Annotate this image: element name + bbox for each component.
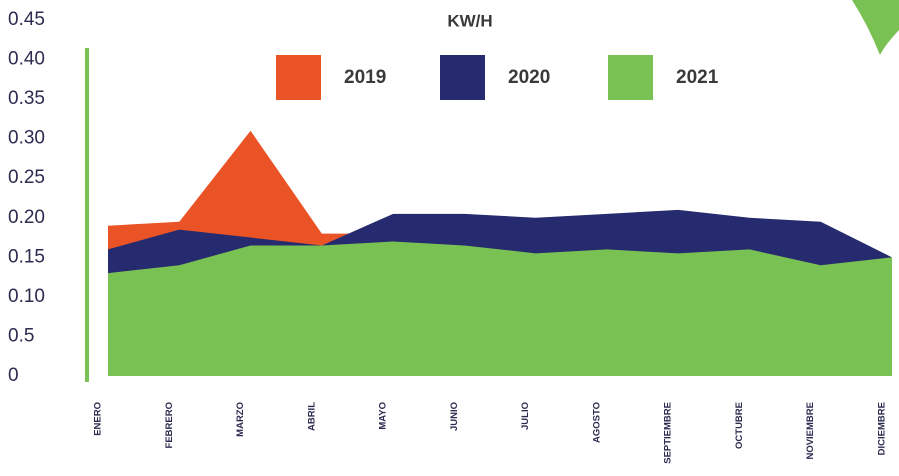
x-tick-label: ABRIL (306, 402, 317, 431)
x-tick-label: AGOSTO (591, 402, 602, 443)
legend-label: 2020 (508, 67, 550, 88)
y-tick-label: 0.10 (8, 286, 45, 307)
x-tick-label: DICIEMBRE (877, 402, 888, 455)
decor-leaf (852, 0, 899, 55)
x-tick-label: NOVIEMBRE (805, 402, 816, 460)
y-tick-label: 0.35 (8, 88, 45, 109)
y-tick-label: 0.30 (8, 128, 45, 149)
x-tick-label: MARZO (235, 402, 246, 437)
legend-swatch (608, 55, 653, 100)
y-tick-label: 0.20 (8, 207, 45, 228)
y-tick-label: 0.40 (8, 49, 45, 70)
chart-title: KW/H (447, 11, 492, 30)
y-tick-label: 0.5 (8, 325, 34, 346)
x-tick-label: JUNIO (449, 402, 460, 431)
x-tick-label: JULIO (520, 402, 531, 430)
x-tick-label: OCTUBRE (734, 402, 745, 449)
x-tick-label: FEBRERO (164, 402, 175, 448)
legend-label: 2021 (676, 67, 719, 88)
area (108, 241, 892, 376)
legend-swatch (276, 55, 321, 100)
x-tick-label: ENERO (93, 402, 104, 436)
legend-swatch (440, 55, 485, 100)
y-tick-label: 0.45 (8, 9, 45, 30)
legend-label: 2019 (344, 67, 386, 88)
x-tick-label: SEPTIEMBRE (663, 402, 674, 464)
x-tick-label: MAYO (378, 402, 389, 430)
y-tick-label: 0.15 (8, 246, 45, 267)
y-tick-label: 0 (8, 365, 19, 386)
y-tick-label: 0.25 (8, 167, 45, 188)
